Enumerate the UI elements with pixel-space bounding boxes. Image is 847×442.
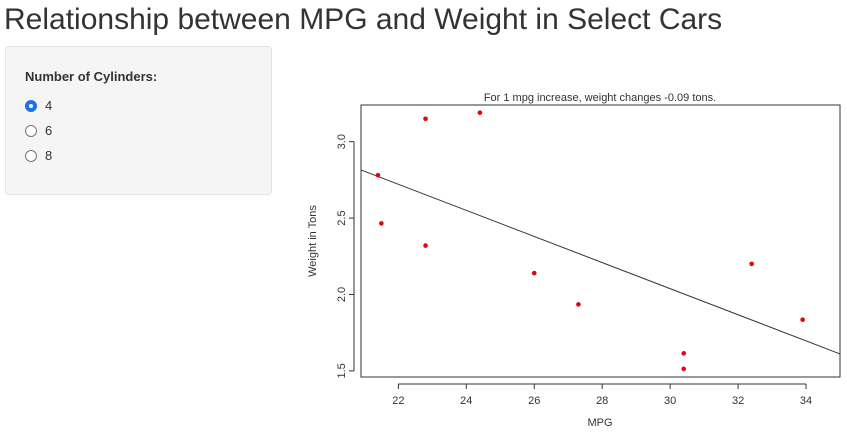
x-tick-label: 24 bbox=[460, 395, 472, 407]
cylinders-radio-group: 4 6 8 bbox=[25, 93, 52, 168]
chart-title: For 1 mpg increase, weight changes -0.09… bbox=[484, 92, 716, 104]
y-tick-label: 1.5 bbox=[336, 363, 348, 378]
regression-line-group bbox=[360, 169, 841, 355]
sidebar-panel: Number of Cylinders: 4 6 8 bbox=[5, 46, 272, 195]
x-axis-label: MPG bbox=[587, 417, 612, 429]
axes: 22 24 26 28 30 32 34 1.5 2.0 2.5 3.0 bbox=[336, 134, 812, 407]
data-point bbox=[681, 351, 687, 356]
data-point bbox=[423, 116, 428, 122]
data-point bbox=[531, 270, 537, 276]
y-axis-label: Weight in Tons bbox=[307, 205, 319, 277]
data-point bbox=[379, 221, 384, 226]
x-tick-label: 30 bbox=[664, 395, 676, 407]
x-tick-label: 26 bbox=[528, 395, 540, 407]
radio-option-4[interactable]: 4 bbox=[25, 93, 52, 118]
data-points bbox=[375, 110, 805, 372]
radio-button-6[interactable] bbox=[25, 124, 37, 137]
y-tick-label: 2.0 bbox=[336, 287, 348, 302]
data-point bbox=[423, 243, 428, 248]
radio-button-4[interactable] bbox=[25, 99, 37, 112]
radio-label-6[interactable]: 6 bbox=[45, 123, 53, 138]
x-tick-label: 22 bbox=[392, 395, 404, 407]
data-point bbox=[749, 261, 754, 267]
radio-option-6[interactable]: 6 bbox=[25, 118, 52, 143]
data-point bbox=[477, 110, 483, 115]
y-tick-label: 2.5 bbox=[336, 210, 348, 225]
radio-button-8[interactable] bbox=[25, 149, 37, 162]
y-tick-label: 3.0 bbox=[336, 134, 348, 149]
x-tick-label: 32 bbox=[732, 395, 744, 407]
page-title: Relationship between MPG and Weight in S… bbox=[4, 3, 723, 36]
x-tick-label: 34 bbox=[800, 395, 812, 407]
data-point bbox=[800, 317, 805, 322]
cylinders-label: Number of Cylinders: bbox=[25, 69, 158, 84]
radio-label-8[interactable]: 8 bbox=[45, 148, 53, 163]
data-point bbox=[375, 172, 381, 178]
scatter-plot: For 1 mpg increase, weight changes -0.09… bbox=[307, 92, 841, 429]
radio-option-8[interactable]: 8 bbox=[25, 143, 52, 168]
data-point bbox=[576, 302, 581, 307]
radio-label-4[interactable]: 4 bbox=[45, 98, 53, 113]
data-point bbox=[681, 366, 687, 372]
regression-line bbox=[360, 169, 841, 355]
plot-frame bbox=[360, 104, 841, 378]
x-tick-label: 28 bbox=[596, 395, 608, 407]
